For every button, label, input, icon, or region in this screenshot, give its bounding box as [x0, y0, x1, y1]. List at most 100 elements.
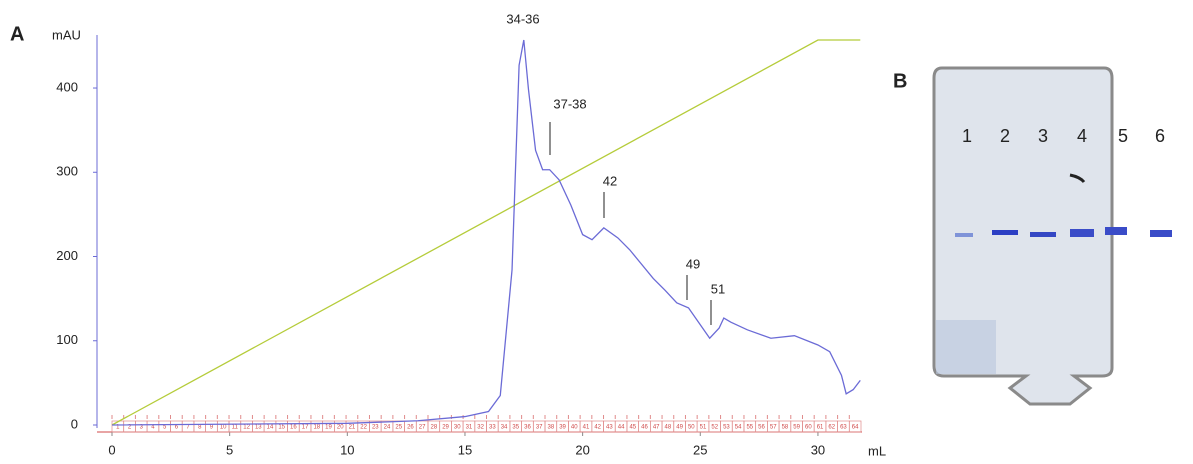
series-line	[111, 39, 861, 426]
fraction-label: 42	[594, 425, 601, 431]
x-tick-label: 5	[226, 442, 233, 457]
y-tick-label: 0	[71, 416, 78, 431]
fraction-label: 60	[805, 425, 812, 431]
x-tick-label: 15	[458, 442, 472, 457]
fraction-label: 5	[163, 425, 167, 431]
fraction-label: 27	[419, 425, 426, 431]
gel-band	[992, 230, 1018, 235]
fraction-label: 53	[723, 425, 730, 431]
fraction-label: 14	[267, 425, 274, 431]
fraction-label: 56	[758, 425, 765, 431]
fraction-label: 3	[140, 425, 144, 431]
fraction-label: 38	[548, 425, 555, 431]
fraction-label: 6	[175, 425, 179, 431]
fraction-label: 13	[255, 425, 262, 431]
lane-label: 2	[1000, 126, 1010, 146]
fraction-label: 17	[302, 425, 309, 431]
fraction-label: 28	[430, 425, 437, 431]
fraction-label: 47	[653, 425, 660, 431]
fraction-label: 50	[688, 425, 695, 431]
fraction-label: 36	[524, 425, 531, 431]
fraction-label: 9	[210, 425, 214, 431]
x-axis-label: mL	[868, 443, 886, 458]
fraction-label: 8	[198, 425, 202, 431]
lane-label: 3	[1038, 126, 1048, 146]
fraction-label: 21	[349, 425, 356, 431]
fraction-label: 49	[676, 425, 683, 431]
annotation: 49	[686, 256, 700, 271]
fraction-label: 34	[501, 425, 508, 431]
gel	[932, 66, 1127, 406]
fraction-label: 33	[489, 425, 496, 431]
fraction-label: 29	[442, 425, 449, 431]
fraction-label: 12	[243, 425, 250, 431]
panel-label: A	[10, 23, 24, 45]
x-tick-label: 30	[811, 442, 825, 457]
fraction-label: 35	[512, 425, 519, 431]
fraction-label: 7	[186, 425, 190, 431]
lane-label: 5	[1118, 126, 1128, 146]
fraction-label: 25	[395, 425, 402, 431]
fraction-label: 32	[477, 425, 484, 431]
fraction-label: 30	[454, 425, 461, 431]
fraction-label: 11	[232, 425, 239, 431]
fraction-label: 58	[782, 425, 789, 431]
fraction-label: 24	[384, 425, 391, 431]
x-tick-label: 20	[575, 442, 589, 457]
fraction-label: 37	[536, 425, 543, 431]
fraction-label: 1	[116, 425, 120, 431]
gel-band	[955, 233, 973, 237]
fraction-label: 16	[290, 425, 297, 431]
fraction-label: 51	[700, 425, 707, 431]
fraction-label: 45	[629, 425, 636, 431]
fraction-label: 63	[840, 425, 847, 431]
lane-label: 6	[1155, 126, 1165, 146]
fraction-label: 31	[466, 425, 473, 431]
gel-band	[1070, 229, 1094, 237]
fraction-label: 40	[571, 425, 578, 431]
lane-label: 4	[1077, 126, 1087, 146]
fraction-label: 23	[372, 425, 379, 431]
fraction-label: 43	[606, 425, 613, 431]
gel-band	[1150, 230, 1172, 237]
fraction-label: 44	[618, 425, 625, 431]
annotation: 42	[603, 173, 617, 188]
y-tick-label: 400	[56, 79, 78, 94]
fraction-label: 46	[641, 425, 648, 431]
fraction-label: 61	[817, 425, 824, 431]
y-tick-label: 100	[56, 332, 78, 347]
fraction-label: 62	[828, 425, 835, 431]
annotation: 34-36	[506, 11, 539, 26]
fraction-label: 18	[313, 425, 320, 431]
fraction-label: 19	[325, 425, 332, 431]
fraction-label: 20	[337, 425, 344, 431]
fraction-label: 39	[559, 425, 566, 431]
fraction-label: 2	[128, 425, 132, 431]
fraction-label: 22	[360, 425, 367, 431]
annotation: 37-38	[553, 96, 586, 111]
gel-band	[1105, 227, 1127, 235]
fraction-label: 41	[583, 425, 590, 431]
annotation: 51	[711, 281, 725, 296]
gel-artifact	[1069, 173, 1086, 183]
x-tick-label: 10	[340, 442, 354, 457]
y-tick-label: 200	[56, 248, 78, 263]
fraction-label: 52	[711, 425, 718, 431]
fraction-label: 26	[407, 425, 414, 431]
fraction-label: 48	[665, 425, 672, 431]
x-tick-label: 0	[108, 442, 115, 457]
x-tick-label: 25	[693, 442, 707, 457]
y-axis-label: mAU	[52, 27, 81, 42]
gel-stain	[936, 320, 996, 374]
fraction-box	[848, 420, 862, 433]
fraction-label: 57	[770, 425, 777, 431]
series-line	[111, 39, 861, 426]
fraction-label: 64	[852, 425, 859, 431]
fraction-label: 55	[746, 425, 753, 431]
fraction-label: 4	[151, 425, 155, 431]
fraction-label: 59	[793, 425, 800, 431]
gel-band	[1030, 232, 1056, 237]
panel-label: B	[893, 70, 907, 92]
